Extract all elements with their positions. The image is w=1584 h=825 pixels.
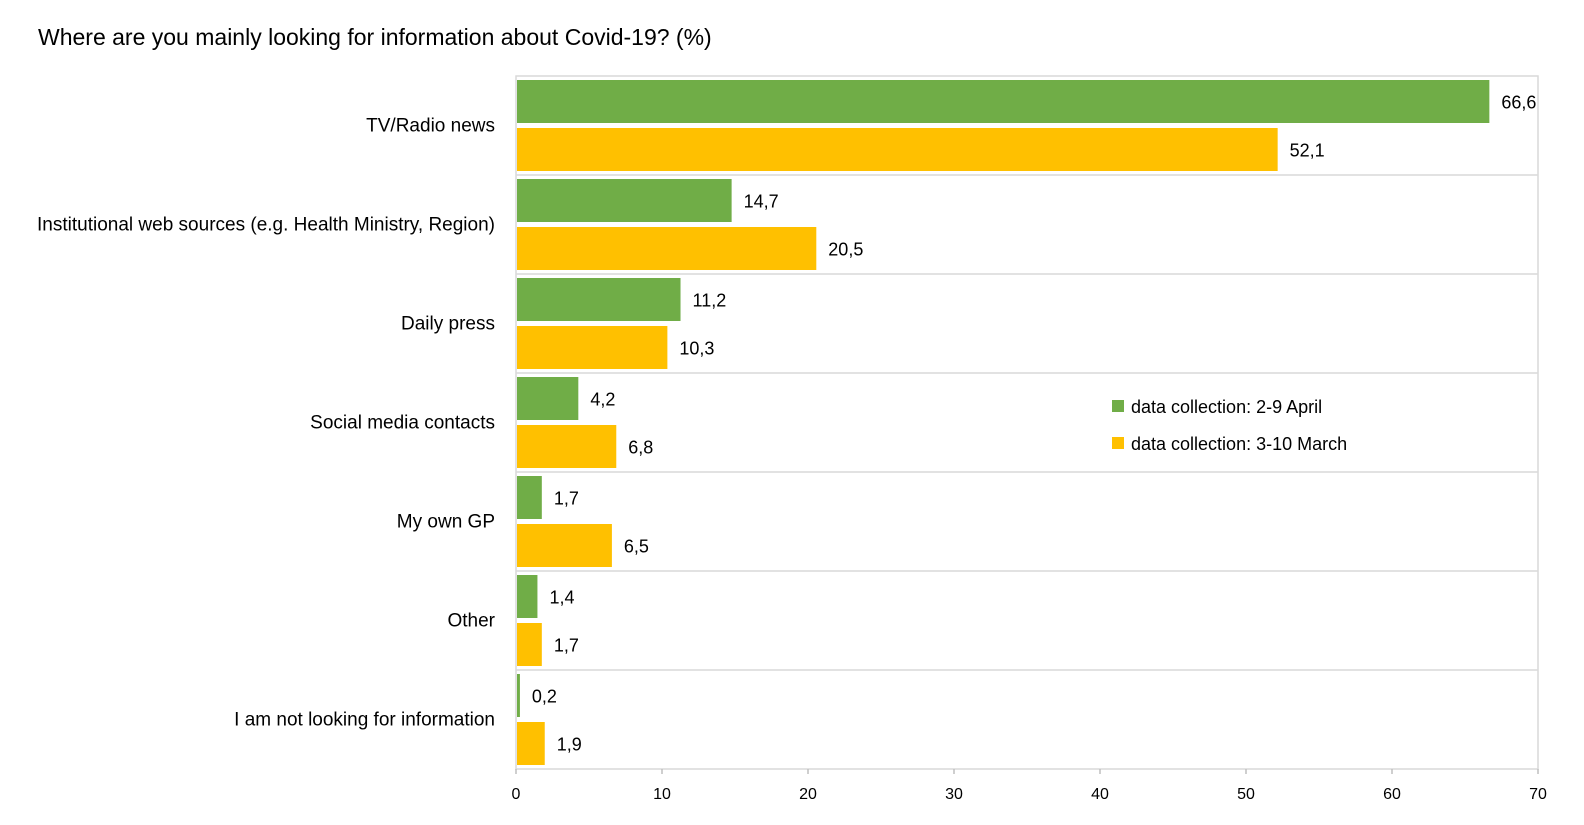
legend-swatch [1112, 400, 1124, 412]
data-label: 4,2 [590, 390, 615, 410]
data-label: 1,4 [549, 588, 574, 608]
data-label: 1,7 [554, 636, 579, 656]
bar [517, 278, 681, 321]
data-label: 52,1 [1290, 141, 1325, 161]
legend-label: data collection: 3-10 March [1131, 434, 1347, 454]
bar [517, 80, 1490, 123]
bar [517, 722, 545, 765]
bar [517, 377, 579, 420]
category-label: My own GP [397, 512, 495, 533]
x-tick-label: 20 [799, 786, 817, 803]
category-label: Institutional web sources (e.g. Health M… [37, 215, 495, 236]
x-tick-label: 10 [653, 786, 671, 803]
data-label: 14,7 [744, 192, 779, 212]
category-label: Other [447, 611, 495, 632]
bar [517, 623, 542, 666]
legend-label: data collection: 2-9 April [1131, 397, 1322, 417]
x-tick-label: 60 [1383, 786, 1401, 803]
bar [517, 227, 817, 270]
bar [517, 476, 542, 519]
bar [517, 674, 520, 717]
bar [517, 326, 668, 369]
x-tick-label: 50 [1237, 786, 1255, 803]
data-label: 1,9 [557, 735, 582, 755]
category-label: Social media contacts [310, 413, 495, 434]
category-label: I am not looking for information [234, 710, 495, 731]
x-tick-label: 70 [1529, 786, 1547, 803]
bar [517, 524, 612, 567]
data-label: 66,6 [1501, 93, 1536, 113]
data-label: 6,5 [624, 537, 649, 557]
data-label: 10,3 [679, 339, 714, 359]
x-tick-label: 40 [1091, 786, 1109, 803]
plot-area-border [515, 75, 1539, 770]
data-label: 20,5 [828, 240, 863, 260]
data-label: 11,2 [693, 291, 727, 311]
data-label: 6,8 [628, 438, 653, 458]
bar [517, 179, 732, 222]
bar [517, 425, 617, 468]
x-tick-label: 30 [945, 786, 963, 803]
category-label: TV/Radio news [366, 116, 495, 137]
x-tick-label: 0 [512, 786, 521, 803]
chart-title: Where are you mainly looking for informa… [38, 24, 712, 50]
bar [517, 575, 538, 618]
category-label: Daily press [401, 314, 495, 335]
legend-swatch [1112, 437, 1124, 449]
bar [517, 128, 1278, 171]
data-label: 1,7 [554, 489, 579, 509]
data-label: 0,2 [532, 687, 557, 707]
